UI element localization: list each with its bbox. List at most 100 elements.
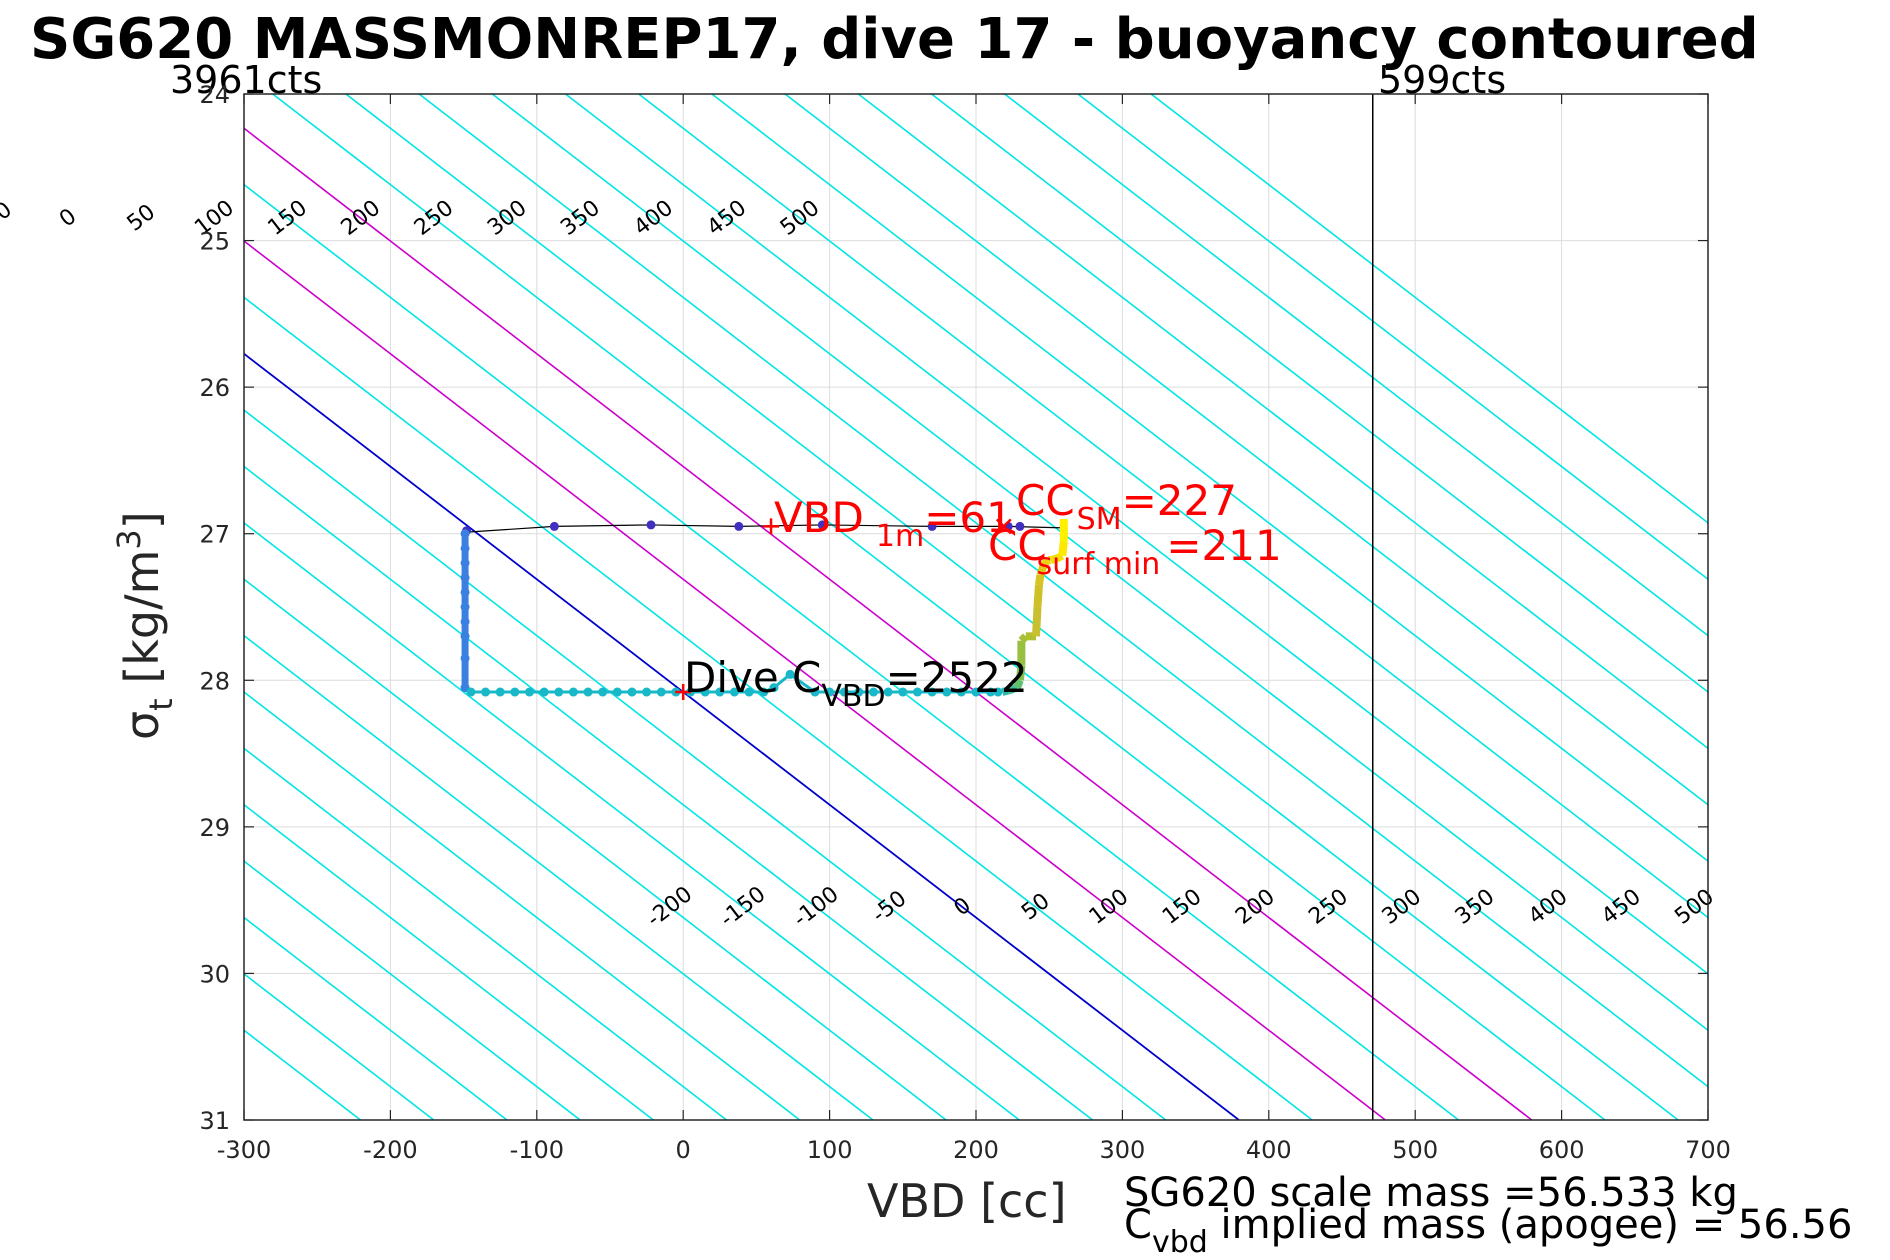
data-point-descent [460,617,470,627]
contour-line [244,127,1533,1120]
data-point-bottom [971,687,981,697]
contour-label-bottom: 150 [1158,884,1207,929]
contour-label-top: 400 [629,195,678,240]
data-point-descent [460,653,470,663]
contour-label-bottom: 250 [1304,884,1353,929]
data-point-bottom [810,687,820,697]
data-point-bottom [942,687,952,697]
contour-label-top: 350 [556,195,605,240]
climb-segment [1054,552,1065,563]
data-point-surface [646,520,656,530]
data-point-bottom [839,687,849,697]
dive-c-sub: VBD [821,679,885,714]
contour-label-top: 300 [483,195,532,240]
data-point-descent [460,602,470,612]
contour-label-top: 200 [337,195,386,240]
contour-line [244,578,947,1120]
data-point-bottom [598,687,608,697]
dive-c-value: =2522 [886,653,1028,702]
data-point-bottom [927,687,937,697]
marker-plus [675,684,692,701]
contour-label-bottom: 350 [1451,884,1500,929]
contour-line [345,94,1679,1120]
climb-segment [1032,606,1042,637]
contour-line [244,634,874,1120]
y-axis-symbol: σ [115,711,169,740]
axes [243,93,1709,1121]
buoyancy-contours [244,94,1708,1120]
data-point-bottom [642,687,652,697]
y-axis-close: ] [115,511,169,529]
contour-line [244,803,654,1120]
contour-line [244,916,508,1120]
cc-sm-main: CC [1016,476,1075,525]
cc-surf-value: =211 [1166,521,1281,570]
vbd-1m-annotation: VBD 1m=61 [774,493,1013,554]
data-point-bottom [785,669,795,679]
contour-label-bottom: -50 [868,886,912,928]
svg-text:σt [kg/m3]: σt [kg/m3] [110,511,180,740]
x-axis-label: VBD [cc] [867,1174,1067,1228]
contour-line [272,94,1606,1120]
contour-label-bottom: 0 [949,893,975,921]
contour-label-bottom: 300 [1378,884,1427,929]
x-tick-label: 500 [1392,1136,1438,1164]
cc-surf-main: CC [988,521,1047,570]
data-point-bottom [715,687,725,697]
x-tick-label: 100 [807,1136,853,1164]
data-point-descent [460,587,470,597]
data-point-descent [460,529,470,539]
y-tick-label: 24 [199,81,230,109]
data-point-surface [817,520,827,530]
contour-label-top: 250 [410,195,459,240]
contour-line [1004,94,1708,637]
implied-mass-main: C [1124,1202,1152,1248]
y-axis-sub: t [142,698,180,711]
contour-label-top: 150 [263,195,312,240]
contour-line [1077,94,1708,581]
contour-line [244,521,1020,1120]
data-point-bottom [627,687,637,697]
data-point-descent [460,573,470,583]
contour-line [244,409,1167,1120]
contour-line [857,94,1708,750]
contour-line [1150,94,1708,524]
cc-surf-annotation: CCsurf min =211 [988,521,1282,582]
x-tick-label: -100 [510,1136,564,1164]
contour-label-bottom: 200 [1231,884,1280,929]
data-point-bottom [912,687,922,697]
data-point-bottom [883,687,893,697]
marker-stroke [995,518,1012,535]
data-point-bottom [466,687,476,697]
data-point-bottom [656,687,666,697]
data-point-descent [460,543,470,553]
x-tick-label: 600 [1539,1136,1585,1164]
data-point-bottom [481,687,491,697]
cc-sm-value: =227 [1122,476,1237,525]
dive-path-line [465,524,1064,533]
data-point-surface [734,521,744,531]
contour-label-bottom: 450 [1597,884,1646,929]
contour-label-bottom: -200 [642,882,697,932]
contour-label-top: -50 [0,197,17,239]
contour-label-top: 500 [776,195,825,240]
climb-segment [1034,574,1045,586]
tick-labels: -300 -200 -100 0 100 200 300 400 500 600 700242526… [199,81,1730,1164]
contour-line [418,94,1708,1088]
y-tick-label: 27 [199,521,230,549]
data-point-surface [1015,521,1025,531]
climb-segment [1015,665,1026,681]
contour-labels: -450-400-350-300-250-200-150-100-5005010… [0,195,1719,932]
data-point-bottom [769,683,779,693]
contour-line [244,240,1386,1120]
x-tick-label: 400 [1246,1136,1292,1164]
data-point-bottom [539,687,549,697]
data-point-surface [549,521,559,531]
contour-line [244,296,1313,1120]
data-point-bottom [993,687,1003,697]
climb-segment [1036,564,1048,577]
contour-line [244,183,1460,1120]
y-axis-label: σt [kg/m3] [110,511,180,740]
data-point-bottom [568,687,578,697]
